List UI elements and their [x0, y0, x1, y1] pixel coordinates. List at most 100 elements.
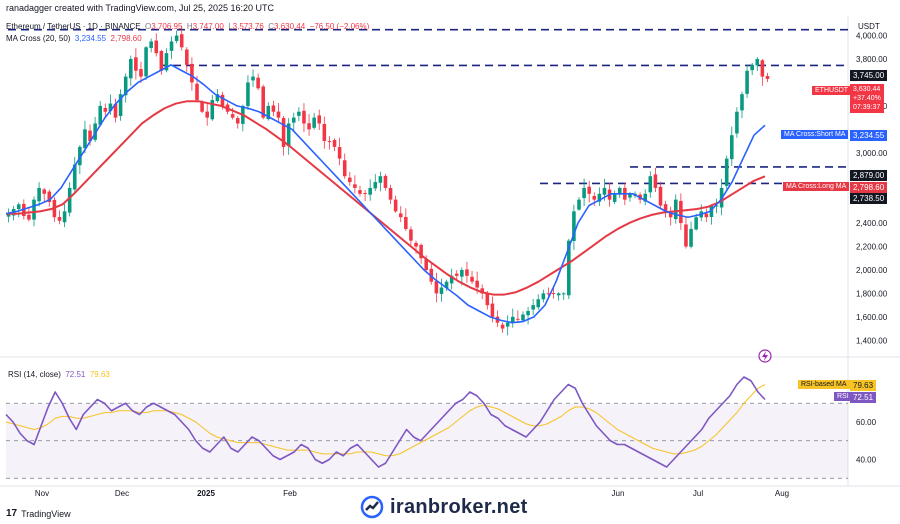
candle-body [251, 76, 255, 81]
candle-body [709, 205, 714, 217]
candle-body [332, 140, 337, 147]
candle-body [582, 187, 586, 199]
candle-body [205, 111, 209, 118]
time-tick-label: Nov [35, 489, 49, 498]
time-tick-label: Aug [775, 489, 789, 498]
candle-body [485, 293, 490, 306]
candle-body [210, 100, 215, 120]
rsi-value: 72.51 [65, 370, 86, 379]
candle-body [424, 259, 428, 270]
candle-body [368, 187, 372, 195]
candle-body [266, 105, 271, 120]
candle-body [398, 213, 403, 218]
candle-body [37, 187, 41, 202]
price-tick-label: 1,600.00 [856, 313, 888, 322]
tradingview-logo[interactable]: 17 TradingView [6, 508, 71, 519]
candle-body [592, 196, 597, 200]
candle-body [414, 242, 418, 247]
candle-body [526, 310, 530, 316]
rsi-band [6, 403, 848, 479]
candle-body [134, 57, 138, 71]
level-badge-3745: 3,745.00 [850, 70, 888, 81]
ma-legend[interactable]: MA Cross (20, 50) 3,234.55 2,798.60 [6, 34, 142, 43]
candle-body [118, 94, 123, 117]
candle-body [541, 293, 546, 300]
high-value: 3,747.00 [192, 22, 224, 31]
candle-body [302, 110, 306, 124]
candle-body [154, 40, 159, 54]
ma-short-value: 3,234.55 [74, 34, 107, 43]
candle-body [47, 191, 52, 202]
candle-body [735, 111, 739, 134]
candle-body [536, 299, 541, 308]
candle-body [256, 77, 260, 89]
watermark-text: iranbroker.net [390, 495, 528, 518]
candle-body [679, 200, 683, 224]
candle-body [190, 63, 194, 83]
candle-body [246, 82, 250, 107]
candle-body [286, 123, 291, 147]
lightning-icon[interactable] [758, 349, 772, 363]
symbol-name[interactable]: Ethereum / TetherUS · 1D · BINANCE [6, 22, 141, 31]
tradingview-icon: 17 [6, 508, 18, 519]
open-label: O [145, 22, 152, 31]
candle-body [531, 305, 535, 310]
candle-body [465, 269, 469, 276]
candle-body [714, 205, 719, 207]
short-ma-line [5, 64, 766, 324]
last-price: 3,630.44 [853, 86, 881, 93]
candle-body [628, 193, 632, 198]
rsi-ma-tag: RSI-based MA [798, 380, 850, 389]
candle-body [261, 86, 265, 118]
candle-body [291, 117, 296, 123]
candle-body [551, 292, 556, 294]
candle-body [297, 111, 301, 116]
tradingview-wordmark: TradingView [21, 508, 71, 519]
candle-body [230, 114, 235, 118]
candle-body [648, 176, 653, 193]
rsi-line [5, 376, 766, 468]
candle-body [393, 199, 398, 212]
candle-body [169, 41, 174, 51]
candle-body [281, 117, 286, 147]
candle-body [57, 216, 62, 221]
candle-body [200, 102, 204, 112]
level-badge-2879: 2,879.00 [850, 170, 888, 181]
last-change: +37.40% [853, 95, 881, 102]
rsi-legend[interactable]: RSI (14, close) 72.51 79.63 [8, 370, 110, 379]
price-tick-label: 3,800.00 [856, 55, 888, 64]
short-ma-badge: 3,234.55 [850, 130, 888, 141]
rsi-badge: 72.51 [850, 392, 877, 403]
candle-body [113, 103, 118, 118]
candle-body [454, 273, 459, 276]
price-pane[interactable] [5, 25, 848, 336]
broker-logo-icon [360, 495, 384, 519]
candle-body [521, 314, 525, 321]
candle-body [480, 288, 485, 294]
price-tick-label: 4,000.00 [856, 32, 888, 41]
candle-body [745, 70, 749, 94]
price-tick-label: 1,400.00 [856, 336, 888, 345]
candle-body [617, 187, 622, 195]
candle-body [62, 211, 67, 223]
candle-body [750, 64, 754, 71]
candle-body [363, 193, 367, 195]
candle-body [276, 111, 281, 118]
candle-body [567, 240, 571, 296]
candle-body [159, 51, 164, 71]
change-value: −76.50 (−2.06%) [309, 22, 370, 31]
candle-body [419, 244, 423, 259]
candle-body [129, 59, 133, 79]
candle-body [460, 269, 464, 277]
candle-body [612, 193, 617, 202]
candle-body [312, 117, 316, 128]
low-value: 3,573.76 [232, 22, 264, 31]
candle-body [144, 47, 148, 77]
candle-body [505, 322, 510, 327]
rsi-pane[interactable] [5, 376, 848, 479]
candle-body [215, 94, 220, 102]
price-tick-label: 2,400.00 [856, 219, 888, 228]
candle-body [322, 123, 327, 142]
creator-caption: ranadagger created with TradingView.com,… [6, 3, 274, 13]
